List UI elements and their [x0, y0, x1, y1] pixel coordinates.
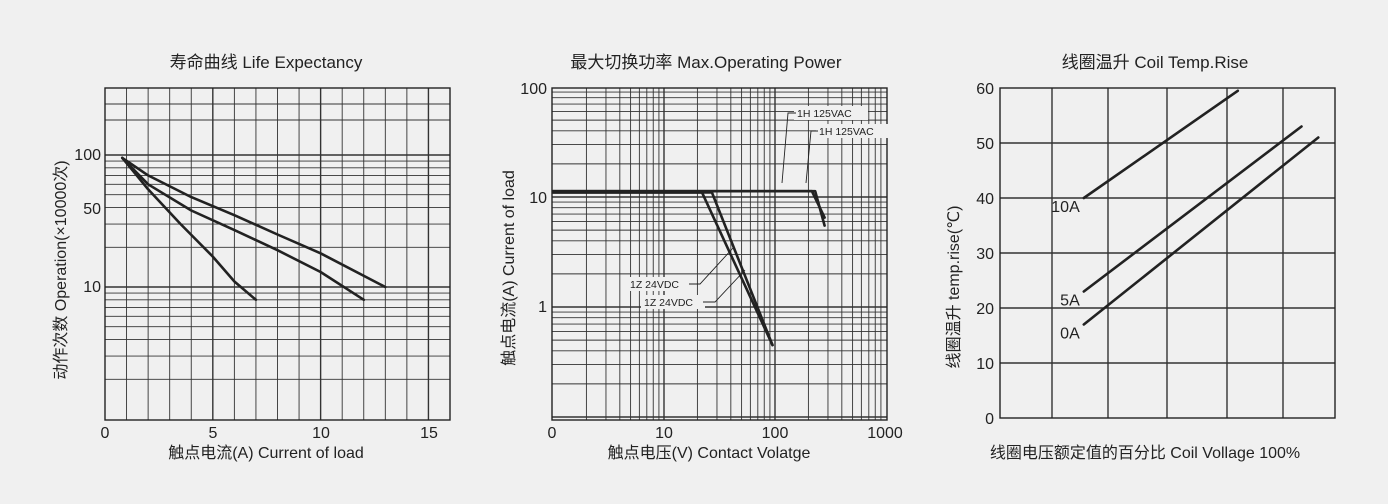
series-group: [121, 156, 387, 302]
x-tick-label: 0: [101, 425, 110, 442]
leader-line: [805, 130, 818, 184]
y-tick-label: 1: [538, 299, 547, 316]
annotation-1z-24vdc-b: 1Z 24VDC: [641, 295, 705, 309]
annotation-1h-125vac-a: 1H 125VAC: [794, 106, 868, 120]
coil-temp-rise-chart: 线圈温升 Coil Temp.Rise 0 10 20 30 40 50 60 …: [945, 53, 1336, 462]
x-tick-label: 100: [762, 425, 789, 442]
y-tick-label: 10: [529, 190, 547, 207]
series-group: 10A 5A 0A: [1051, 89, 1320, 343]
annotation-label: 1H 125VAC: [797, 108, 852, 120]
life-curve: [121, 156, 387, 289]
leader-line: [689, 247, 734, 285]
y-tick-label: 10: [83, 279, 101, 296]
y-tick-label: 50: [976, 136, 994, 153]
x-tick-label: 15: [420, 425, 438, 442]
life-curve: [121, 156, 258, 302]
annotation-label: 1H 125VAC: [819, 126, 874, 138]
y-tick-label: 10: [976, 356, 994, 373]
life-expectancy-chart: 寿命曲线 Life Expectancy 0 5 10 15 10 50 100…: [52, 53, 451, 462]
x-tick-label: 0: [548, 425, 557, 442]
y-tick-label: 50: [83, 201, 101, 218]
x-tick-label: 5: [209, 425, 218, 442]
leader-line: [781, 112, 796, 184]
annotation-label: 1Z 24VDC: [644, 297, 693, 309]
plot-frame: [104, 87, 451, 421]
series-label: 10A: [1051, 199, 1080, 216]
y-tick-label: 30: [976, 246, 994, 263]
x-tick-label: 1000: [867, 425, 903, 442]
y-axis-label: 动作次数 Operation(×10000次): [52, 160, 70, 379]
y-tick-label: 40: [976, 191, 994, 208]
annotation-1h-125vac-b: 1H 125VAC: [816, 124, 890, 138]
leader-line: [703, 269, 746, 303]
x-tick-label: 10: [655, 425, 673, 442]
y-axis-label: 触点电流(A) Current of load: [500, 170, 518, 366]
y-tick-label: 100: [520, 81, 547, 98]
y-tick-label: 20: [976, 301, 994, 318]
annotation-box: [816, 124, 890, 138]
annotation-label: 1Z 24VDC: [630, 279, 679, 291]
annotation-1z-24vdc-a: 1Z 24VDC: [627, 277, 691, 291]
temp-rise-line: [1082, 89, 1240, 200]
x-axis-label: 触点电压(V) Contact Volatge: [608, 444, 811, 462]
chart-title: 最大切换功率 Max.Operating Power: [570, 53, 841, 72]
series-label: 5A: [1060, 293, 1080, 310]
y-tick-label: 0: [985, 411, 994, 428]
grid: [552, 88, 887, 420]
annotation-box: [794, 106, 868, 120]
y-tick-label: 100: [74, 147, 101, 164]
power-curve: [551, 191, 774, 347]
annotation-box: [641, 295, 705, 309]
series-group: [551, 189, 826, 347]
grid: [105, 88, 450, 420]
y-tick-label: 60: [976, 81, 994, 98]
x-axis-label: 触点电流(A) Current of load: [168, 444, 364, 462]
power-curve: [551, 189, 826, 219]
x-axis-label: 线圈电压额定值的百分比 Coil Vollage 100%: [990, 444, 1300, 462]
plot-frame: [999, 87, 1336, 419]
chart-title: 线圈温升 Coil Temp.Rise: [1062, 53, 1249, 72]
grid: [1000, 88, 1335, 418]
temp-rise-line: [1082, 125, 1303, 293]
leader-lines: [689, 112, 818, 303]
x-tick-label: 10: [312, 425, 330, 442]
power-curve: [551, 191, 774, 347]
y-axis-label: 线圈温升 temp.rise(℃): [945, 206, 963, 369]
max-operating-power-chart: 最大切换功率 Max.Operating Power 0 10 100 1000…: [500, 53, 903, 462]
annotation-box: [627, 277, 691, 291]
life-curve: [121, 156, 366, 302]
chart-title: 寿命曲线 Life Expectancy: [170, 53, 363, 72]
temp-rise-line: [1082, 136, 1320, 326]
plot-frame: [551, 87, 888, 421]
series-label: 0A: [1060, 326, 1080, 343]
